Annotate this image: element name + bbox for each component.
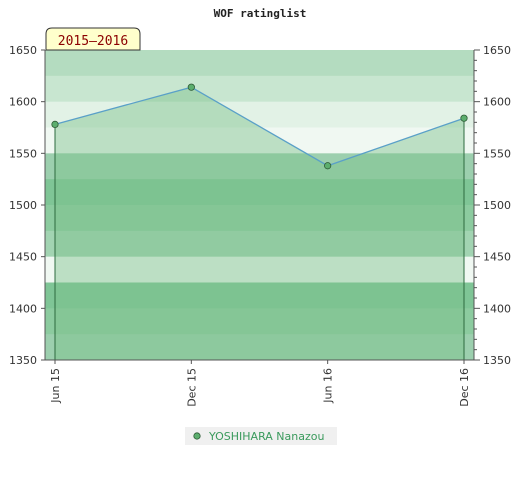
band-2: [45, 101, 474, 128]
band-11: [45, 334, 474, 361]
y-tick-label-right: 1550: [483, 147, 511, 160]
band-10: [45, 308, 474, 335]
data-point: [324, 162, 332, 170]
x-tick-label: Dec 15: [185, 368, 198, 407]
band-3: [45, 127, 474, 154]
y-tick-label-left: 1450: [9, 251, 37, 264]
band-1: [45, 75, 474, 103]
season-label-box: 2015–2016: [45, 27, 141, 51]
chart-title: WOF ratinglist: [214, 7, 307, 20]
x-tick-label: Jun 16: [322, 368, 335, 404]
y-tick-label-left: 1650: [9, 44, 37, 57]
y-tick-label-right: 1600: [483, 96, 511, 109]
band-9: [45, 282, 474, 309]
season-label: 2015–2016: [58, 34, 128, 49]
band-5: [45, 179, 474, 206]
y-tick-label-right: 1500: [483, 199, 511, 212]
season-label-bg: [45, 27, 141, 51]
series-area: [55, 87, 464, 360]
axes: 1350 1350 1400 1400 1450 1450 1500 1500 1550 1550…: [9, 44, 511, 407]
data-point: [51, 120, 59, 129]
legend-label: YOSHIHARA Nanazou: [208, 430, 324, 443]
data-point: [460, 114, 468, 122]
band-7: [45, 230, 474, 258]
band-8: [45, 256, 474, 283]
y-tick-label-left: 1400: [9, 302, 37, 315]
y-tick-label-left: 1350: [9, 354, 37, 367]
area-layer: [54, 86, 465, 360]
legend-marker-icon: [193, 432, 201, 440]
y-tick-label-left: 1500: [9, 199, 37, 212]
y-tick-label-right: 1650: [483, 44, 511, 57]
band-4: [45, 153, 474, 180]
legend: YOSHIHARA Nanazou: [185, 427, 337, 445]
y-tick-label-left: 1550: [9, 147, 37, 160]
series-line: [54, 86, 465, 167]
band-0: [45, 50, 474, 77]
band-6: [45, 205, 474, 232]
data-marks: [51, 83, 468, 170]
y-tick-label-right: 1350: [483, 354, 511, 367]
x-tick-label: Jun 15: [49, 368, 62, 404]
y-tick-label-left: 1600: [9, 96, 37, 109]
x-tick-label: Dec 16: [458, 368, 471, 407]
background-bands: [45, 50, 474, 361]
data-point: [187, 83, 195, 91]
y-tick-label-right: 1400: [483, 302, 511, 315]
legend-bg: [185, 427, 337, 445]
y-tick-label-right: 1450: [483, 251, 511, 264]
